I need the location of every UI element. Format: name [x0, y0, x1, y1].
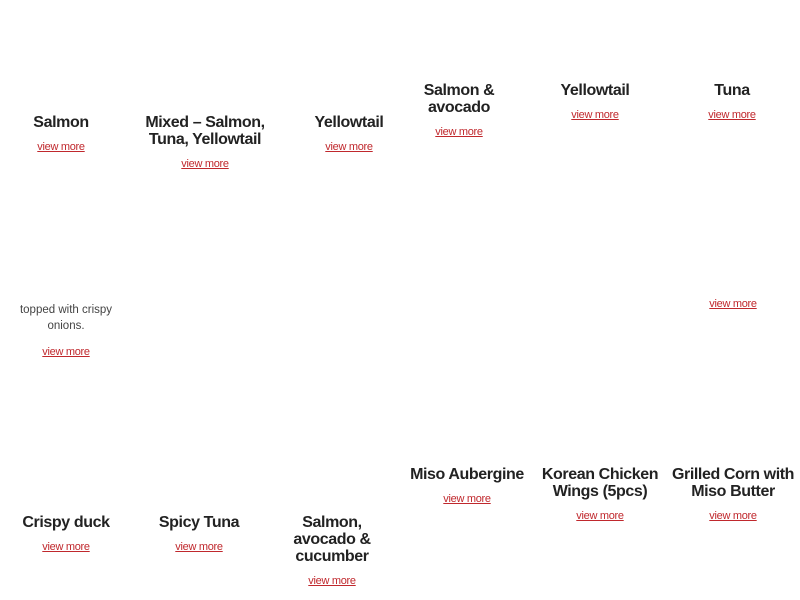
menu-item: Tuna view more — [667, 82, 797, 121]
menu-item: Korean Chicken Wings (5pcs) view more — [539, 466, 661, 522]
menu-item: Salmon & avocado view more — [409, 82, 509, 138]
view-more-link[interactable]: view more — [42, 541, 90, 553]
view-more-link[interactable]: view more — [708, 109, 756, 121]
item-title: Salmon — [33, 114, 89, 131]
view-more-link[interactable]: view more — [37, 141, 85, 153]
view-more-link[interactable]: view more — [308, 575, 356, 587]
view-more-link[interactable]: view more — [175, 541, 223, 553]
view-more-link[interactable]: view more — [181, 158, 229, 170]
item-title: Miso Aubergine — [410, 466, 524, 483]
item-title: Salmon, avocado & cucumber — [293, 514, 371, 565]
item-title: Mixed – Salmon, Tuna, Yellowtail — [145, 114, 265, 148]
item-title: Salmon & avocado — [423, 82, 495, 116]
menu-item: Miso Aubergine view more — [402, 466, 532, 505]
menu-item: Grilled Corn with Miso Butter view more — [670, 466, 796, 522]
view-more-link[interactable]: view more — [709, 298, 757, 310]
view-more-link[interactable]: view more — [709, 510, 757, 522]
view-more-link[interactable]: view more — [42, 346, 90, 358]
item-title: Spicy Tuna — [158, 514, 240, 531]
item-title: Tuna — [714, 82, 750, 99]
menu-item: Crispy duck view more — [6, 514, 126, 553]
menu-item: Salmon, avocado & cucumber view more — [271, 514, 393, 587]
item-title: Crispy duck — [22, 514, 110, 531]
menu-item: Spicy Tuna view more — [139, 514, 259, 553]
item-description: topped with crispy onions. — [19, 304, 113, 332]
view-more-link[interactable]: view more — [435, 126, 483, 138]
view-more-link[interactable]: view more — [443, 493, 491, 505]
menu-item: Yellowtail view more — [284, 114, 414, 153]
item-title: Korean Chicken Wings (5pcs) — [541, 466, 659, 500]
menu-item: topped with crispy onions. view more — [6, 302, 126, 358]
item-title: Yellowtail — [314, 114, 384, 131]
view-more-link[interactable]: view more — [325, 141, 373, 153]
menu-item: view more — [673, 298, 793, 310]
item-title: Grilled Corn with Miso Butter — [671, 466, 795, 500]
view-more-link[interactable]: view more — [571, 109, 619, 121]
view-more-link[interactable]: view more — [576, 510, 624, 522]
menu-item: Yellowtail view more — [530, 82, 660, 121]
item-title: Yellowtail — [560, 82, 630, 99]
menu-item: Salmon view more — [0, 114, 126, 153]
menu-item: Mixed – Salmon, Tuna, Yellowtail view mor… — [138, 114, 273, 170]
